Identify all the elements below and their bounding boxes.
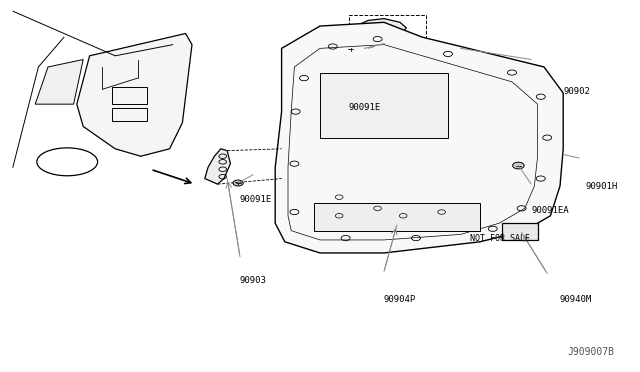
Text: 90903: 90903 — [240, 276, 267, 285]
FancyBboxPatch shape — [502, 223, 538, 240]
Circle shape — [513, 162, 524, 169]
Polygon shape — [205, 149, 230, 184]
Text: 90901H: 90901H — [586, 182, 618, 190]
Text: 90091EA: 90091EA — [531, 206, 569, 215]
Text: 90091E: 90091E — [349, 103, 381, 112]
Polygon shape — [35, 60, 83, 104]
Polygon shape — [352, 19, 406, 39]
Text: 90940M: 90940M — [560, 295, 592, 304]
Text: 90904P: 90904P — [384, 295, 416, 304]
Text: 90902: 90902 — [563, 87, 590, 96]
FancyBboxPatch shape — [314, 203, 480, 231]
Circle shape — [233, 180, 243, 186]
Circle shape — [346, 46, 356, 52]
Text: J909007B: J909007B — [568, 347, 614, 357]
Polygon shape — [275, 22, 563, 253]
Polygon shape — [77, 33, 192, 156]
FancyBboxPatch shape — [320, 73, 448, 138]
Text: NOT FOR SALE: NOT FOR SALE — [470, 234, 531, 243]
Text: 90091E: 90091E — [240, 195, 272, 203]
